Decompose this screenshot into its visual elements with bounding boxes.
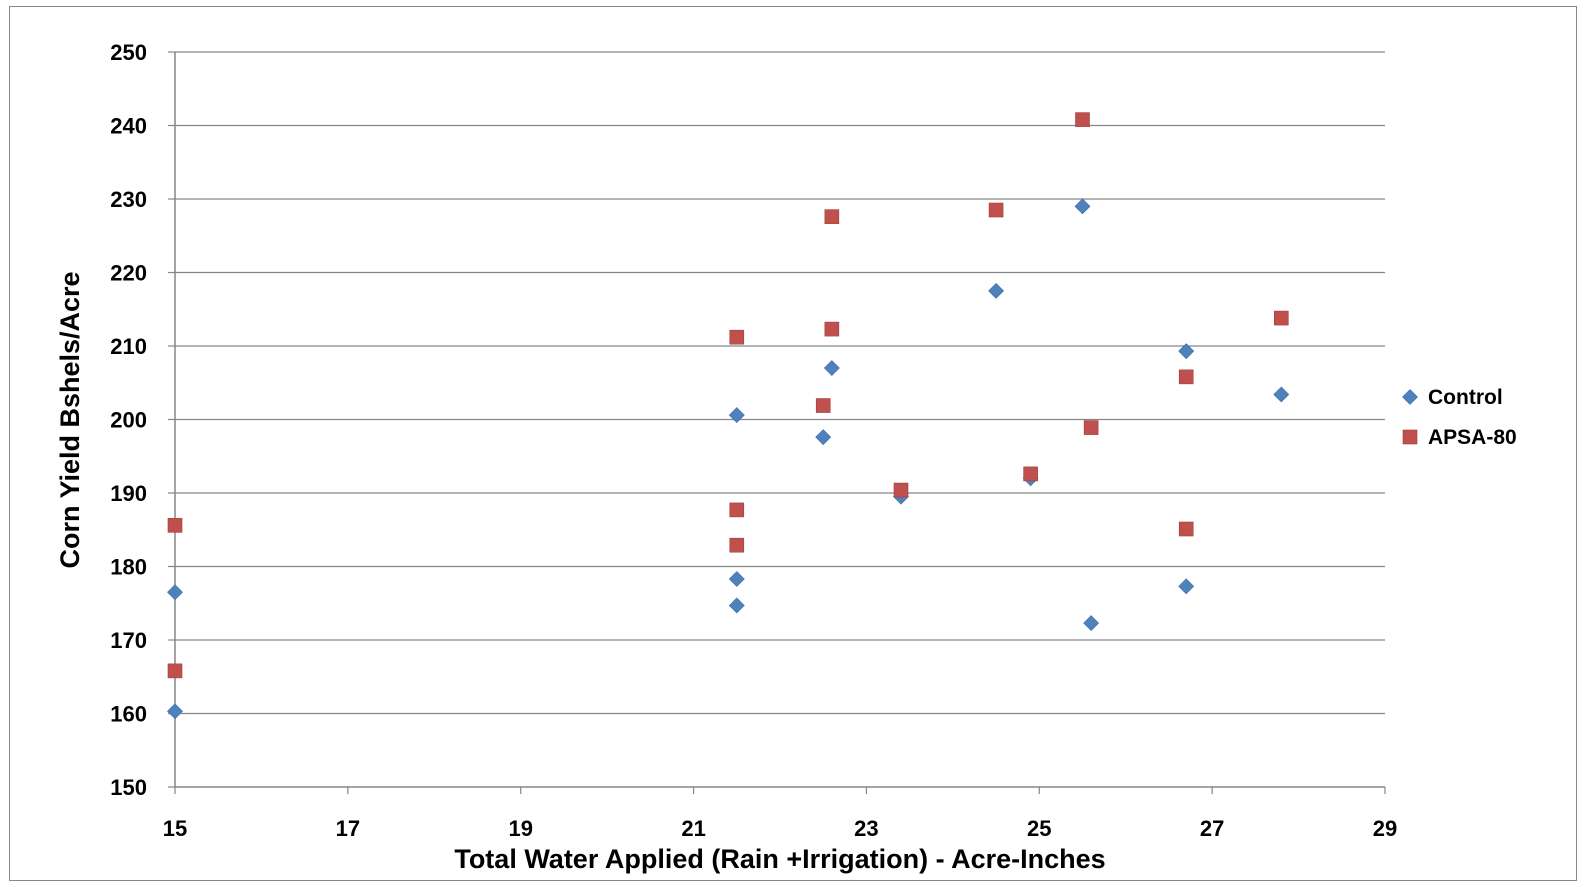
x-tick-label: 21: [681, 816, 705, 841]
data-point-apsa-80: [729, 502, 745, 518]
y-tick-label: 170: [110, 628, 147, 653]
chart-frame: [9, 6, 1577, 881]
data-point-apsa-80: [988, 202, 1004, 218]
y-tick-label: 220: [110, 261, 147, 286]
gridlines: [168, 51, 1386, 794]
data-point-control: [728, 571, 745, 587]
y-tick-label: 200: [110, 408, 147, 433]
y-tick-label: 150: [110, 775, 147, 800]
data-point-apsa-80: [1083, 420, 1099, 435]
y-axis-title: Corn Yield Bshels/Acre: [55, 271, 85, 568]
legend-label-apsa-80: APSA-80: [1428, 426, 1517, 449]
data-point-control: [728, 407, 745, 424]
y-tick-label: 250: [110, 40, 147, 65]
data-point-apsa-80: [1273, 310, 1289, 326]
legend-marker-apsa-80: [1402, 429, 1418, 445]
x-tick-label: 23: [854, 816, 878, 841]
data-point-control: [815, 429, 832, 446]
data-point-apsa-80: [1023, 466, 1038, 482]
data-point-apsa-80: [1075, 112, 1090, 127]
y-tick-label: 180: [110, 555, 147, 580]
data-point-apsa-80: [167, 663, 183, 679]
data-point-apsa-80: [729, 329, 745, 345]
legend-item-apsa-80: APSA-80: [1402, 426, 1517, 449]
legend-label-control: Control: [1428, 386, 1503, 409]
data-point-apsa-80: [1178, 369, 1194, 385]
x-tick-label: 29: [1373, 816, 1397, 841]
y-tick-label: 210: [110, 334, 147, 359]
data-point-control: [167, 703, 183, 720]
data-point-apsa-80: [729, 537, 745, 553]
legend-marker-control: [1402, 389, 1418, 405]
data-point-control: [823, 360, 840, 376]
data-point-control: [988, 282, 1004, 299]
x-tick-label: 19: [508, 816, 532, 841]
y-tick-label: 240: [110, 114, 147, 139]
x-tick-labels: 15 17 19 21 23 25 27 29: [163, 816, 1397, 841]
data-points: [167, 112, 1290, 720]
y-tick-labels: 150 160 170 180 190 200 210 220 230 240 250: [110, 40, 147, 800]
data-point-control: [1178, 578, 1195, 595]
data-point-control: [1178, 343, 1195, 360]
x-tick-label: 27: [1200, 816, 1224, 841]
data-point-apsa-80: [815, 398, 831, 413]
data-point-control: [1074, 198, 1091, 215]
data-point-apsa-80: [893, 482, 909, 498]
x-tick-label: 15: [163, 816, 187, 841]
x-axis-title: Total Water Applied (Rain +Irrigation) -…: [454, 844, 1105, 874]
y-tick-label: 160: [110, 702, 147, 727]
data-point-apsa-80: [824, 209, 840, 224]
data-point-control: [1273, 386, 1290, 403]
data-point-control: [167, 584, 183, 601]
data-point-apsa-80: [167, 518, 183, 533]
data-point-control: [1083, 615, 1100, 632]
data-point-control: [728, 597, 745, 614]
y-tick-label: 190: [110, 481, 147, 506]
data-point-apsa-80: [824, 321, 840, 337]
data-point-apsa-80: [1178, 521, 1194, 537]
y-tick-label: 230: [110, 187, 147, 212]
x-tick-label: 17: [336, 816, 360, 841]
x-tick-label: 25: [1027, 816, 1051, 841]
legend-item-control: Control: [1402, 386, 1503, 409]
legend: Control APSA-80: [1402, 386, 1517, 449]
